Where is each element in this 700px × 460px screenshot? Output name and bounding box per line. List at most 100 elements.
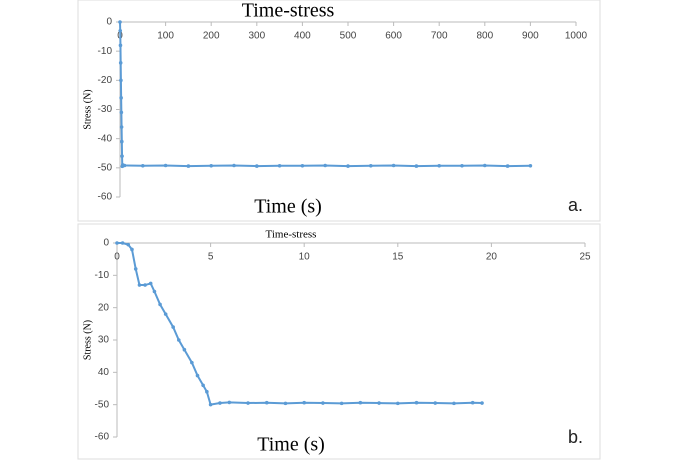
x-axis-label: Time (s) (254, 196, 322, 218)
x-tick-label: 15 (392, 252, 404, 263)
chart-title: Time-stress (266, 229, 317, 241)
data-point (118, 43, 123, 48)
panel-label: b. (568, 427, 583, 447)
data-point (480, 401, 484, 405)
data-point (205, 389, 209, 394)
data-point (505, 164, 510, 168)
data-point (133, 267, 138, 271)
y-tick-label: 30 (98, 335, 110, 346)
x-tick-label: 700 (431, 31, 448, 42)
y-tick-label: -40 (98, 133, 113, 144)
x-tick-label: 200 (203, 31, 220, 42)
y-axis-label: Stress (N) (82, 320, 93, 360)
data-point (232, 163, 236, 168)
data-point (143, 283, 147, 287)
y-tick-label: 40 (98, 367, 110, 378)
data-point (115, 241, 119, 245)
data-point (277, 163, 282, 168)
y-tick-label: -60 (95, 432, 110, 443)
y-tick-label: -30 (98, 104, 113, 115)
data-point (118, 20, 122, 24)
chart-title: Time-stress (242, 0, 335, 22)
data-point (148, 281, 153, 286)
x-tick-label: 800 (476, 31, 493, 42)
x-tick-label: 100 (157, 31, 174, 42)
data-point (452, 401, 456, 406)
data-point (339, 401, 344, 406)
data-point (120, 154, 124, 158)
y-tick-label: -50 (98, 162, 113, 173)
x-tick-label: 500 (340, 31, 357, 42)
data-point (302, 400, 307, 405)
data-point (208, 402, 213, 407)
data-point (377, 401, 381, 405)
data-point (171, 325, 175, 329)
x-tick-label: 10 (299, 252, 311, 263)
data-point (186, 164, 191, 168)
data-point (195, 373, 200, 378)
y-tick-label: -50 (95, 399, 110, 410)
data-point (201, 383, 205, 388)
data-point (437, 163, 442, 168)
data-point (141, 163, 145, 168)
x-tick-label: 900 (522, 31, 539, 42)
x-tick-label: 20 (486, 252, 498, 263)
data-point (119, 125, 124, 129)
data-point (119, 96, 123, 100)
y-tick-label: 20 (98, 302, 110, 313)
data-point (122, 163, 127, 168)
data-point (120, 241, 125, 245)
data-point (460, 163, 464, 168)
y-tick-label: -20 (98, 75, 113, 86)
data-point (120, 139, 124, 144)
data-point (254, 164, 259, 168)
data-point (227, 400, 232, 405)
data-point (433, 401, 438, 405)
data-point (264, 400, 269, 405)
data-point (190, 360, 194, 365)
data-point (414, 400, 419, 405)
data-point (300, 163, 305, 168)
y-tick-label: 0 (106, 17, 112, 28)
x-tick-label: 300 (248, 31, 265, 42)
data-point (396, 401, 400, 406)
data-point (483, 163, 487, 168)
data-point (119, 110, 124, 115)
data-point (218, 401, 222, 405)
data-point (118, 61, 123, 65)
x-tick-label: 0 (114, 252, 120, 263)
data-line (119, 21, 531, 168)
panel-frame (77, 223, 601, 460)
data-point (358, 400, 363, 405)
data-point (246, 401, 250, 405)
data-point (152, 289, 157, 294)
data-point (119, 78, 123, 83)
x-tick-label: 25 (579, 252, 591, 263)
data-point (118, 28, 123, 33)
y-tick-label: -10 (95, 270, 110, 281)
x-axis-label: Time (s) (257, 434, 325, 456)
data-line (117, 242, 483, 406)
y-axis-label: Stress (N) (82, 89, 93, 129)
data-point (158, 302, 162, 307)
data-point (321, 401, 325, 405)
data-point (163, 312, 168, 316)
data-point (414, 164, 419, 168)
x-tick-label: 400 (294, 31, 311, 42)
data-point (369, 163, 373, 168)
y-tick-label: -10 (98, 46, 113, 57)
data-point (391, 163, 396, 168)
data-point (163, 163, 168, 168)
x-tick-label: 1000 (565, 31, 588, 42)
y-tick-label: -60 (98, 192, 113, 203)
data-point (137, 283, 142, 287)
x-tick-label: 600 (385, 31, 402, 42)
data-point (323, 163, 328, 168)
data-point (176, 338, 181, 342)
data-point (130, 247, 134, 252)
data-point (346, 164, 350, 168)
x-tick-label: 5 (208, 252, 214, 263)
panel-label: a. (568, 195, 583, 215)
y-tick-label: 0 (103, 238, 109, 249)
